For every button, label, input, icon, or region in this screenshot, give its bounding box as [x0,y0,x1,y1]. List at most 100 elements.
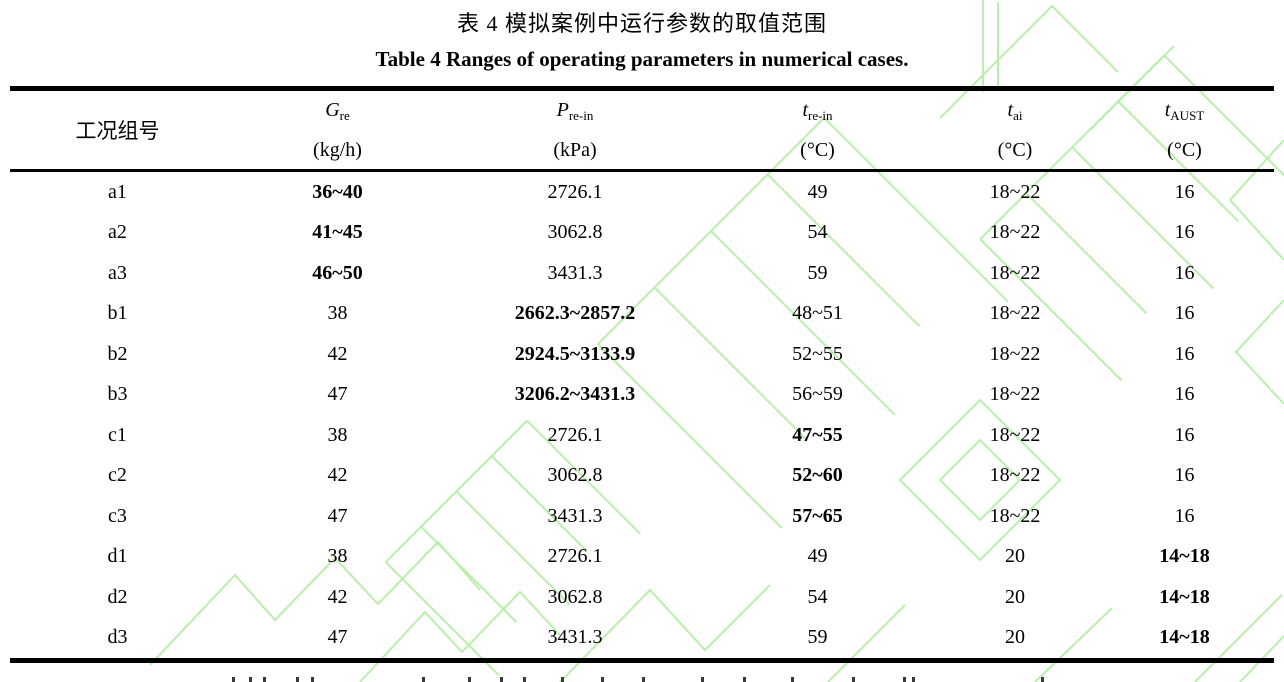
col-header-case-group: 工况组号 [10,88,225,172]
cell-tai: 18~22 [989,302,1041,325]
cell-taust: 16 [1174,423,1195,446]
table-row: a2 41~45 3062.8 54 18~22 16 [10,213,1274,254]
cell-prein: 3431.3 [547,504,603,527]
cell-trein: 52~60 [792,464,843,487]
cell-taust: 16 [1174,464,1195,487]
cell-case: a2 [108,221,127,244]
table-row: c3 47 3431.3 57~65 18~22 16 [10,496,1274,537]
cell-tai: 20 [1005,626,1025,649]
table-caption-zh: 表 4 模拟案例中运行参数的取值范围 [456,11,827,36]
cell-case: c2 [108,464,127,487]
table-row: d2 42 3062.8 54 20 14~18 [10,577,1274,618]
cell-prein: 2726.1 [547,423,603,446]
cell-trein: 54 [807,585,828,608]
cell-gre: 47 [327,504,348,527]
subscript-ai: ai [1013,108,1023,123]
unit-kgh: (kg/h) [313,139,362,161]
header-row: 工况组号 Gre (kg/h) Pre-in (kPa) tre-in (°C) [10,88,1274,172]
cell-gre: 47 [327,626,348,649]
cell-prein: 3431.3 [547,626,603,649]
cell-prein: 3431.3 [547,261,603,284]
symbol-t-rein: t [802,99,808,121]
cell-trein: 49 [807,180,828,203]
cell-case: b1 [107,302,128,325]
cell-prein: 3206.2~3431.3 [514,383,636,406]
cell-taust: 16 [1174,221,1195,244]
table-row: c2 42 3062.8 52~60 18~22 16 [10,456,1274,497]
cell-taust: 14~18 [1159,545,1210,568]
col-header-trein: tre-in (°C) [700,88,935,172]
cell-case: d3 [107,626,128,649]
col-header-taust: tAUST (°C) [1095,88,1274,172]
subscript-re: re [339,108,350,123]
cell-case: a1 [108,180,127,203]
cell-case: d1 [107,545,128,568]
cell-tai: 18~22 [989,342,1041,365]
symbol-P: P [556,99,569,121]
cell-tai: 18~22 [989,221,1041,244]
cell-gre: 38 [327,302,348,325]
subscript-re-in2: re-in [808,108,833,123]
table-row: a3 46~50 3431.3 59 18~22 16 [10,253,1274,294]
table-row: d3 47 3431.3 59 20 14~18 [10,618,1274,661]
cell-case: b3 [107,383,128,406]
cell-gre: 38 [327,423,348,446]
subscript-aust: AUST [1170,108,1205,123]
table-row: a1 36~40 2726.1 49 18~22 16 [10,171,1274,213]
cell-gre: 42 [327,464,348,487]
cell-gre: 42 [327,585,348,608]
unit-c2: (°C) [997,139,1033,161]
unit-c1: (°C) [800,139,835,161]
cell-gre: 47 [327,383,348,406]
cell-trein: 54 [807,221,828,244]
clipped-next-line-fragments [0,677,1284,682]
cell-case: c1 [108,423,127,446]
cell-gre: 46~50 [312,261,363,284]
cell-gre: 41~45 [312,221,363,244]
cell-gre: 38 [327,545,348,568]
cell-taust: 14~18 [1159,626,1210,649]
unit-c3: (°C) [1167,139,1202,161]
symbol-t-aust: t [1164,99,1171,121]
table-row: c1 38 2726.1 47~55 18~22 16 [10,415,1274,456]
cell-trein: 57~65 [792,504,843,527]
cell-tai: 18~22 [989,504,1041,527]
col-header-gre: Gre (kg/h) [225,88,450,172]
cell-prein: 2662.3~2857.2 [514,302,636,325]
subscript-re-in: re-in [568,108,594,123]
col-header-prein: Pre-in (kPa) [450,88,700,172]
cell-taust: 16 [1174,383,1195,406]
cell-prein: 2726.1 [547,545,603,568]
cell-trein: 49 [807,545,828,568]
cell-trein: 56~59 [792,383,843,406]
cell-trein: 59 [807,261,828,284]
cell-prein: 3062.8 [547,585,603,608]
unit-kpa: (kPa) [553,139,597,161]
table-row: b3 47 3206.2~3431.3 56~59 18~22 16 [10,375,1274,416]
cell-trein: 47~55 [792,423,843,446]
cell-taust: 14~18 [1159,585,1210,608]
cell-gre: 42 [327,342,348,365]
cell-case: d2 [107,585,128,608]
cell-case: b2 [107,342,128,365]
cell-prein: 2726.1 [547,180,603,203]
cell-taust: 16 [1174,261,1195,284]
cell-tai: 20 [1005,585,1025,608]
cell-tai: 18~22 [989,423,1041,446]
cell-tai: 18~22 [989,464,1041,487]
col-header-tai: tai (°C) [935,88,1095,172]
parameters-table: 工况组号 Gre (kg/h) Pre-in (kPa) tre-in (°C) [10,86,1274,663]
cell-tai: 18~22 [989,383,1041,406]
cell-taust: 16 [1174,180,1195,203]
cell-trein: 48~51 [792,302,843,325]
cell-trein: 52~55 [792,342,843,365]
table-caption-en: Table 4 Ranges of operating parameters i… [375,47,909,71]
table-row: d1 38 2726.1 49 20 14~18 [10,537,1274,578]
cell-tai: 18~22 [989,261,1041,284]
cell-case: c3 [108,504,127,527]
cell-gre: 36~40 [312,180,363,203]
cell-tai: 18~22 [989,180,1041,203]
table-row: b1 38 2662.3~2857.2 48~51 18~22 16 [10,294,1274,335]
cell-prein: 2924.5~3133.9 [514,342,636,365]
